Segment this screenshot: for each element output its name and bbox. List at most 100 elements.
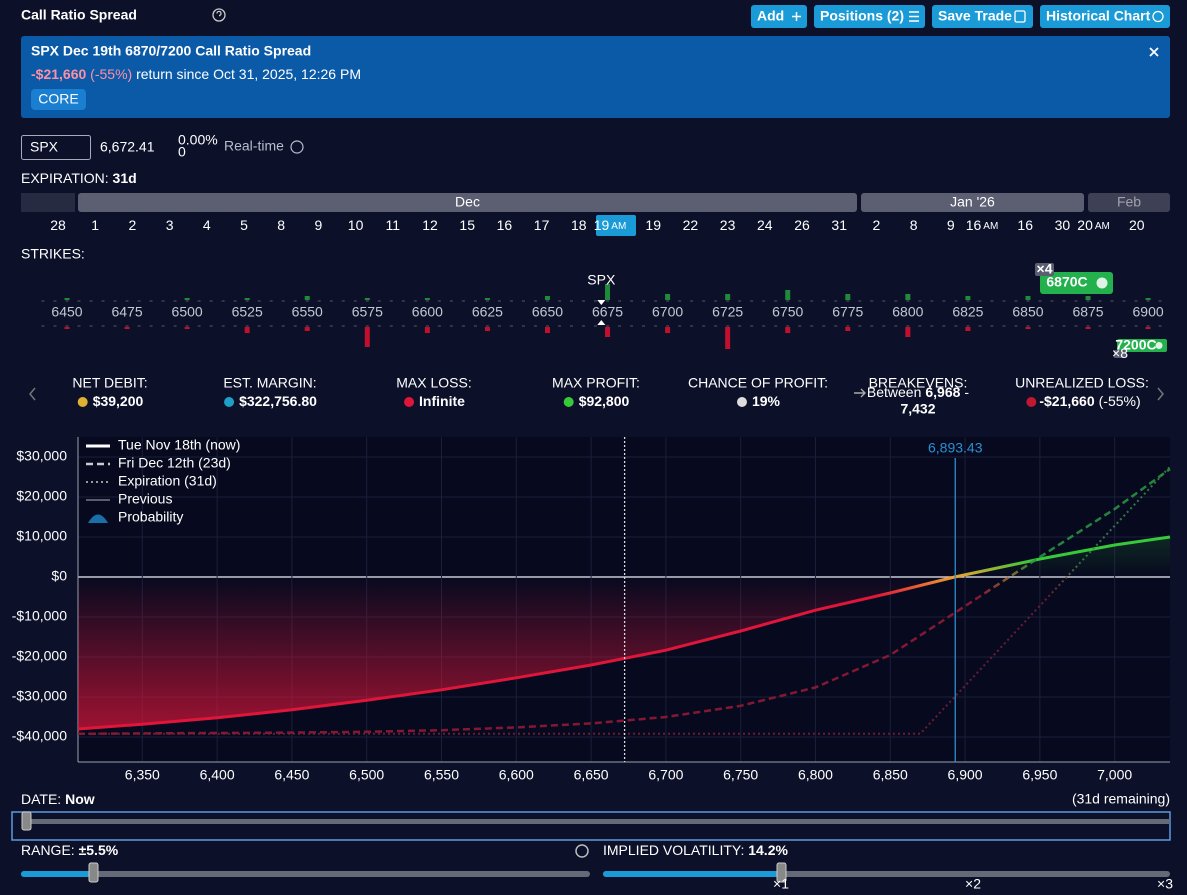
y-tick-label: -$10,000: [12, 608, 67, 624]
tag-bg: [31, 89, 86, 110]
call-bar: [64, 298, 70, 300]
day[interactable]: 15: [459, 217, 475, 233]
save-button[interactable]: Save Trade: [932, 5, 1033, 28]
day[interactable]: 16: [1017, 217, 1033, 233]
button-label: Historical Chart: [1046, 8, 1151, 24]
y-tick-label: -$30,000: [12, 688, 67, 704]
strike-label: 6850: [1012, 304, 1043, 320]
position-badge: [1117, 339, 1167, 352]
day[interactable]: 2: [873, 217, 881, 233]
day[interactable]: 4: [203, 217, 211, 233]
day[interactable]: 8: [910, 217, 918, 233]
day[interactable]: 20 AM: [1077, 217, 1110, 233]
tag: CORE: [38, 91, 78, 107]
date: DATE: Now: [21, 791, 95, 807]
put-bar: [845, 327, 851, 331]
day-number: 1: [91, 217, 99, 233]
day[interactable]: 19 AM: [594, 217, 627, 233]
day[interactable]: 31: [831, 217, 847, 233]
stat-label: NET DEBIT:: [72, 375, 147, 391]
day[interactable]: 19: [645, 217, 661, 233]
positions-button[interactable]: Positions (2): [814, 5, 925, 28]
feed: Real-time: [224, 138, 284, 154]
strike-label: 6725: [712, 304, 743, 320]
help-icon[interactable]: [212, 8, 226, 22]
stat-label: EST. MARGIN:: [223, 375, 316, 391]
day[interactable]: 3: [166, 217, 174, 233]
strikes-label: STRIKES:: [21, 246, 85, 262]
symbol-input[interactable]: [21, 135, 91, 160]
day-number: 2: [129, 217, 137, 233]
range-fill: [21, 871, 93, 877]
day[interactable]: 11: [386, 217, 401, 233]
historical-button[interactable]: Historical Chart: [1040, 5, 1170, 28]
day-number: 19: [594, 217, 610, 233]
stat-icon: [77, 397, 88, 407]
add-button[interactable]: Add: [751, 5, 807, 28]
stat-label: UNREALIZED LOSS:: [1015, 375, 1149, 391]
day[interactable]: 28: [50, 217, 66, 233]
expiration: EXPIRATION: 31d: [21, 170, 137, 186]
month-bar: [861, 193, 1084, 212]
strike-label: 6825: [952, 304, 983, 320]
day[interactable]: 12: [422, 217, 438, 233]
close[interactable]: [1149, 47, 1159, 57]
put-bar: [905, 327, 911, 337]
day[interactable]: 22: [683, 217, 699, 233]
day[interactable]: 20: [1129, 217, 1145, 233]
day-number: 26: [794, 217, 810, 233]
iv-thumb[interactable]: [776, 862, 787, 883]
day[interactable]: 18: [571, 217, 587, 233]
day[interactable]: 30: [1055, 217, 1071, 233]
day[interactable]: 1: [91, 217, 99, 233]
day-number: 16: [966, 217, 982, 233]
day[interactable]: 9: [947, 217, 955, 233]
day[interactable]: 8: [277, 217, 285, 233]
day-number: 24: [757, 217, 773, 233]
stat-main: $39,200: [93, 393, 144, 409]
stat-icon: [1026, 397, 1037, 407]
strike-label: 6775: [832, 304, 863, 320]
day-number: 17: [534, 217, 550, 233]
multiplier: ×3: [1157, 876, 1173, 892]
title: Call Ratio Spread: [21, 7, 137, 23]
day[interactable]: 26: [794, 217, 810, 233]
x-tick-label: 6,350: [125, 767, 160, 783]
range-thumb[interactable]: [88, 862, 99, 883]
day[interactable]: 23: [720, 217, 736, 233]
y-tick-label: $0: [51, 568, 67, 584]
help-icon[interactable]: [290, 140, 304, 154]
pnl-line: [77, 535, 1171, 731]
price: 6,672.41: [100, 139, 155, 155]
y-tick-label: -$40,000: [12, 728, 67, 744]
day[interactable]: 5: [240, 217, 248, 233]
day[interactable]: 17: [534, 217, 550, 233]
day[interactable]: 16 AM: [966, 217, 999, 233]
strike-label: 6500: [172, 304, 203, 320]
put-bar: [665, 327, 671, 333]
call-bar: [965, 296, 971, 300]
x-tick-label: 6,700: [648, 767, 683, 783]
symbol: SPX: [30, 139, 59, 155]
position-icon: [1155, 342, 1163, 349]
month-fade: [21, 193, 75, 212]
put-bar: [544, 327, 550, 333]
date-value: Now: [65, 791, 95, 807]
stat-label: MAX LOSS:: [396, 375, 471, 391]
put-bar: [1085, 327, 1091, 329]
iv-value: 14.2%: [748, 842, 788, 858]
x-tick-label: 6,850: [873, 767, 908, 783]
day[interactable]: 10: [348, 217, 364, 233]
iv-icon[interactable]: [575, 844, 589, 858]
day[interactable]: 16: [497, 217, 513, 233]
day[interactable]: 24: [757, 217, 773, 233]
stats-arrows[interactable]: [29, 387, 1164, 401]
y-tick-label: -$20,000: [12, 648, 67, 664]
day[interactable]: 2: [129, 217, 137, 233]
day[interactable]: 9: [315, 217, 323, 233]
call-bar: [725, 294, 731, 300]
put-bar: [244, 327, 250, 333]
position-label: 6870C: [1046, 274, 1087, 290]
pnl-line: [78, 465, 1171, 735]
date-thumb[interactable]: [21, 811, 32, 831]
